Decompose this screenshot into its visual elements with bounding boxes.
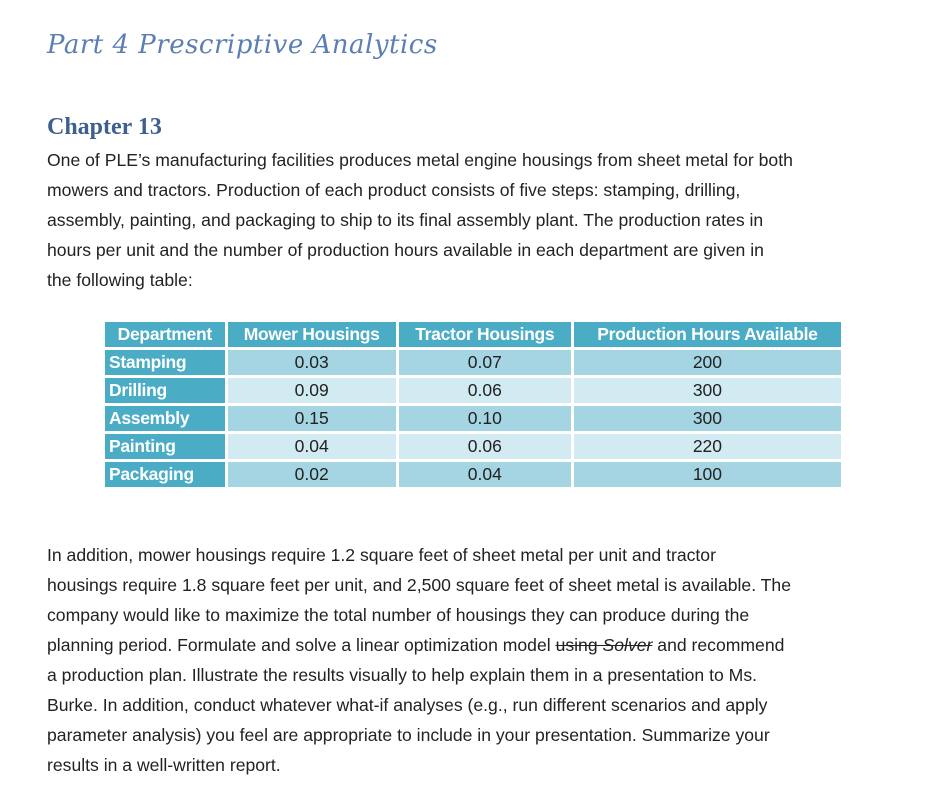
- text-line: hours per unit and the number of product…: [47, 240, 764, 260]
- text-line: parameter analysis) you feel are appropr…: [47, 725, 770, 745]
- value-cell: 300: [573, 378, 841, 403]
- part-title: Part 4 Prescriptive Analytics: [47, 30, 438, 60]
- text-line: mowers and tractors. Production of each …: [47, 180, 741, 200]
- value-cell: 0.04: [398, 462, 571, 487]
- value-cell: 0.10: [398, 406, 571, 431]
- value-cell: 0.09: [227, 378, 396, 403]
- text-segment: planning period. Formulate and solve a l…: [47, 635, 556, 655]
- value-cell: 0.04: [227, 434, 396, 459]
- department-cell: Drilling: [105, 378, 225, 403]
- table-header-row: Department Mower Housings Tractor Housin…: [105, 322, 841, 347]
- department-cell: Stamping: [105, 350, 225, 375]
- table-row: Stamping 0.03 0.07 200: [105, 350, 841, 375]
- department-cell: Packaging: [105, 462, 225, 487]
- struck-text-italic: Solver: [602, 635, 653, 655]
- text-line: Burke. In addition, conduct whatever wha…: [47, 695, 768, 715]
- text-line: results in a well-written report.: [47, 755, 281, 775]
- value-cell: 0.06: [398, 434, 571, 459]
- text-line: the following table:: [47, 270, 193, 290]
- table-row: Drilling 0.09 0.06 300: [105, 378, 841, 403]
- value-cell: 0.06: [398, 378, 571, 403]
- struck-text-segment: using: [555, 635, 603, 655]
- value-cell: 0.15: [227, 406, 396, 431]
- problem-paragraph: In addition, mower housings require 1.2 …: [47, 540, 791, 780]
- value-cell: 0.03: [227, 350, 396, 375]
- production-rates-table: Department Mower Housings Tractor Housin…: [102, 319, 844, 490]
- value-cell: 0.07: [398, 350, 571, 375]
- table-row: Painting 0.04 0.06 220: [105, 434, 841, 459]
- department-cell: Painting: [105, 434, 225, 459]
- column-header: Tractor Housings: [398, 322, 571, 347]
- value-cell: 200: [573, 350, 841, 375]
- text-line: a production plan. Illustrate the result…: [47, 665, 758, 685]
- text-line: One of PLE’s manufacturing facilities pr…: [47, 150, 793, 170]
- text-line: In addition, mower housings require 1.2 …: [47, 545, 716, 565]
- text-line: planning period. Formulate and solve a l…: [47, 630, 791, 660]
- struck-text: using Solver: [556, 635, 653, 655]
- chapter-title: Chapter 13: [47, 114, 162, 140]
- text-line: housings require 1.8 square feet per uni…: [47, 575, 791, 595]
- table-row: Packaging 0.02 0.04 100: [105, 462, 841, 487]
- intro-paragraph: One of PLE’s manufacturing facilities pr…: [47, 145, 793, 295]
- value-cell: 300: [573, 406, 841, 431]
- column-header: Department: [105, 322, 225, 347]
- table-row: Assembly 0.15 0.10 300: [105, 406, 841, 431]
- department-cell: Assembly: [105, 406, 225, 431]
- text-segment: and recommend: [652, 635, 785, 655]
- value-cell: 220: [573, 434, 841, 459]
- text-line: company would like to maximize the total…: [47, 605, 750, 625]
- value-cell: 0.02: [227, 462, 396, 487]
- text-line: assembly, painting, and packaging to shi…: [47, 210, 764, 230]
- column-header: Production Hours Available: [573, 322, 841, 347]
- column-header: Mower Housings: [227, 322, 396, 347]
- value-cell: 100: [573, 462, 841, 487]
